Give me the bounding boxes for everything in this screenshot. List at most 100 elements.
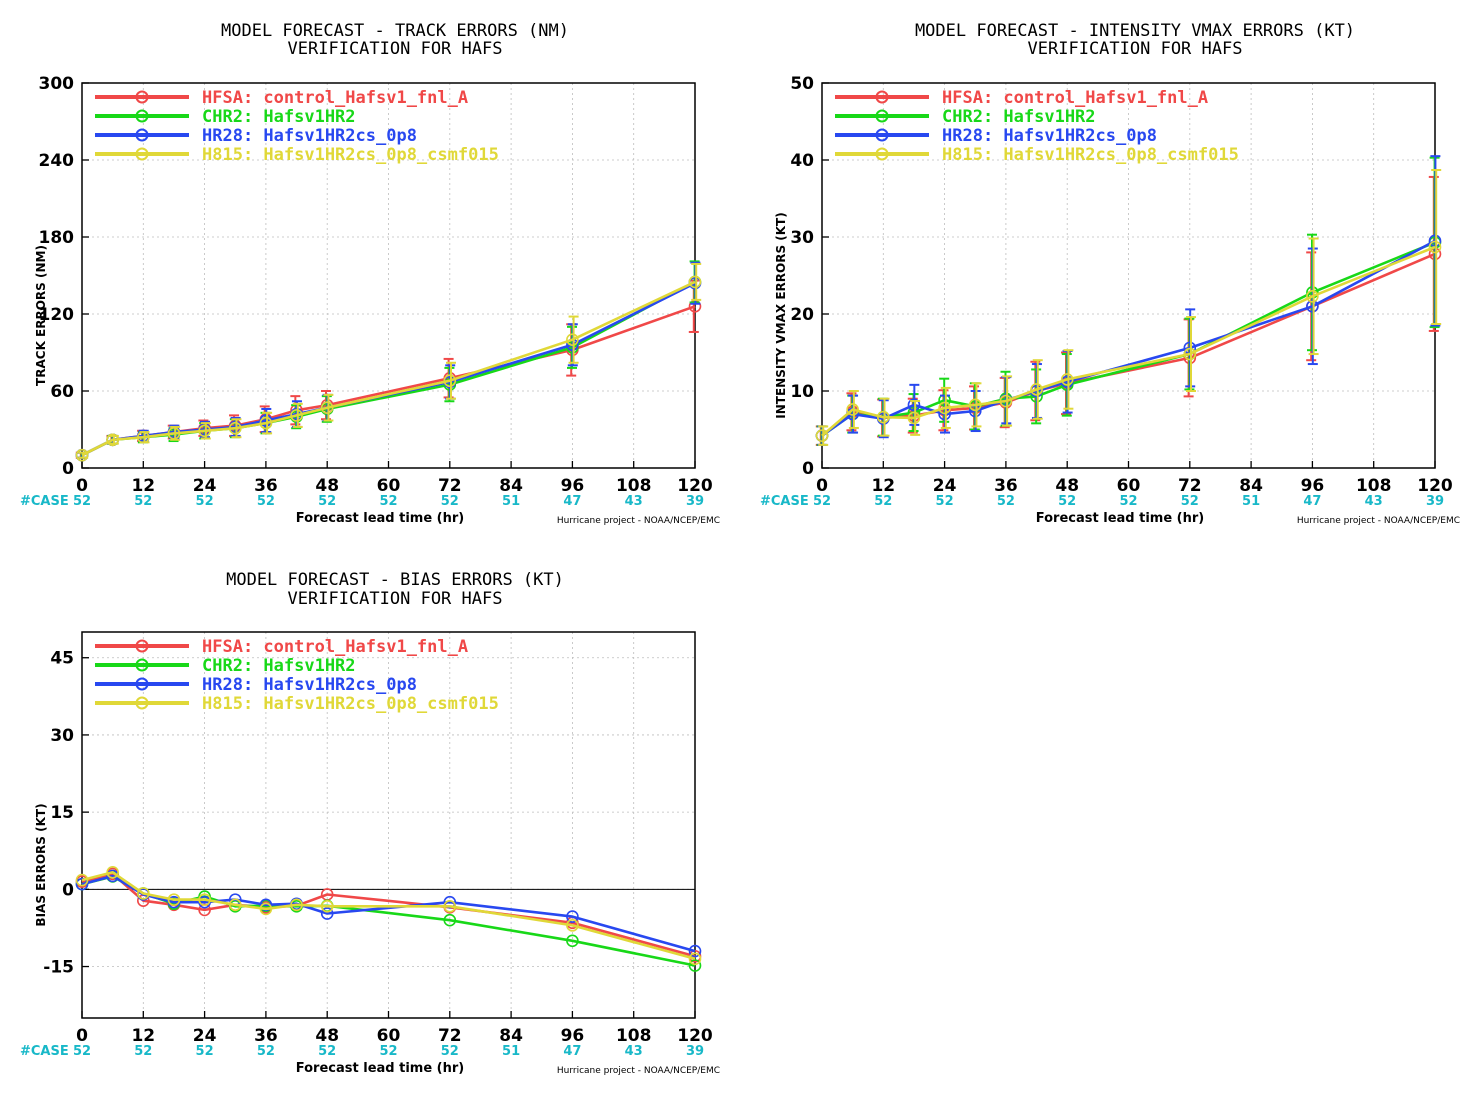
data-point (228, 898, 242, 912)
case-count: 52 (997, 494, 1015, 509)
legend-marker (135, 696, 149, 710)
case-count: 47 (1303, 494, 1321, 509)
x-tick-label: 48 (315, 1026, 339, 1046)
case-row-label: #CASE (760, 494, 809, 509)
x-tick-label: 96 (561, 1026, 585, 1046)
data-point (688, 944, 702, 958)
x-tick-label: 24 (933, 476, 957, 496)
data-point (907, 411, 921, 425)
x-tick-label: 12 (131, 1026, 155, 1046)
data-point (137, 887, 150, 900)
data-point (290, 898, 303, 912)
legend-label: HR28: Hafsv1HR2cs_0p8 (202, 126, 417, 146)
x-tick-label: 24 (193, 476, 217, 496)
x-tick-label: 108 (616, 1026, 652, 1046)
y-tick-label: 15 (50, 803, 74, 823)
x-tick-label: 36 (254, 476, 278, 496)
data-point (75, 877, 89, 891)
x-tick-label: 84 (499, 476, 523, 496)
y-tick-label: 20 (790, 305, 814, 325)
data-point (137, 430, 150, 444)
data-point (320, 907, 334, 920)
case-count: 52 (936, 494, 954, 509)
y-tick-label: 60 (50, 382, 74, 402)
data-point (1183, 347, 1197, 361)
legend-label: HFSA: control_Hafsv1_fnl_A (202, 88, 468, 108)
x-tick-label: 60 (377, 476, 401, 496)
case-count: 52 (318, 1044, 336, 1059)
y-axis-label: INTENSITY VMAX ERRORS (KT) (774, 212, 788, 418)
y-tick-label: 0 (62, 459, 74, 479)
y-tick-label: 0 (62, 880, 74, 900)
legend-item-h815: H815: Hafsv1HR2cs_0p8_csmf015 (95, 145, 499, 165)
data-point (1428, 240, 1442, 254)
credit-text: Hurricane project - NOAA/NCEP/EMC (1297, 516, 1460, 526)
x-tick-label: 72 (438, 1026, 462, 1046)
data-point (999, 394, 1013, 408)
case-count: 52 (1058, 494, 1076, 509)
y-tick-label: 30 (50, 726, 74, 746)
series-h815 (75, 866, 702, 966)
x-tick-label: 0 (76, 476, 88, 496)
data-point (1428, 234, 1442, 248)
case-count: 51 (1242, 494, 1260, 509)
legend-label: CHR2: Hafsv1HR2 (202, 107, 356, 127)
chart-title: MODEL FORECAST - TRACK ERRORS (NM) (221, 21, 569, 41)
case-count: 52 (257, 494, 275, 509)
case-count: 52 (441, 494, 459, 509)
case-count: 52 (134, 1044, 152, 1059)
credit-text: Hurricane project - NOAA/NCEP/EMC (557, 1066, 720, 1076)
case-count: 52 (379, 494, 397, 509)
legend-item-h815: H815: Hafsv1HR2cs_0p8_csmf015 (835, 145, 1239, 165)
y-axis-label: BIAS ERRORS (KT) (34, 803, 48, 926)
case-count: 52 (134, 494, 152, 509)
chart-panel-3: MODEL FORECAST - BIAS ERRORS (KT)VERIFIC… (20, 570, 720, 1076)
legend-marker (135, 639, 149, 653)
x-tick-label: 24 (193, 1026, 217, 1046)
data-point (320, 900, 334, 913)
x-tick-label: 84 (1239, 476, 1263, 496)
x-tick-label: 12 (131, 476, 155, 496)
data-point (938, 401, 951, 415)
legend-marker (135, 677, 149, 691)
data-point (688, 959, 702, 972)
y-tick-label: 10 (790, 382, 814, 402)
case-count: 43 (625, 494, 643, 509)
x-tick-label: 48 (315, 476, 339, 496)
data-point (688, 275, 702, 289)
x-tick-label: 120 (677, 476, 713, 496)
legend-item-hr28: HR28: Hafsv1HR2cs_0p8 (95, 126, 417, 146)
data-point (443, 895, 457, 909)
data-point (907, 398, 921, 412)
case-count: 51 (502, 1044, 520, 1059)
case-count: 52 (196, 494, 214, 509)
y-tick-label: 0 (802, 459, 814, 479)
x-tick-label: 36 (254, 1026, 278, 1046)
data-point (876, 410, 890, 424)
x-tick-label: 96 (1301, 476, 1325, 496)
x-tick-label: 48 (1055, 476, 1079, 496)
y-tick-label: 30 (790, 228, 814, 248)
case-count: 52 (257, 1044, 275, 1059)
y-tick-label: 45 (50, 649, 74, 669)
data-point (566, 919, 579, 932)
data-point (75, 873, 89, 887)
case-count: 52 (874, 494, 892, 509)
legend-label: HR28: Hafsv1HR2cs_0p8 (202, 675, 417, 695)
legend-marker (875, 128, 889, 142)
case-count: 52 (73, 494, 91, 509)
chart-panel-2: MODEL FORECAST - INTENSITY VMAX ERRORS (… (760, 21, 1460, 526)
case-count: 43 (625, 1044, 643, 1059)
case-count: 47 (563, 1044, 581, 1059)
y-tick-label: 300 (39, 74, 75, 94)
case-count: 51 (502, 494, 520, 509)
legend-item-chr2: CHR2: Hafsv1HR2 (95, 107, 356, 127)
legend-item-hr28: HR28: Hafsv1HR2cs_0p8 (95, 675, 417, 695)
x-axis-label: Forecast lead time (hr) (296, 511, 464, 526)
legend-item-hfsa: HFSA: control_Hafsv1_fnl_A (95, 88, 468, 108)
data-point (846, 403, 859, 416)
legend-label: CHR2: Hafsv1HR2 (942, 107, 1096, 127)
series-chr2 (75, 260, 702, 462)
